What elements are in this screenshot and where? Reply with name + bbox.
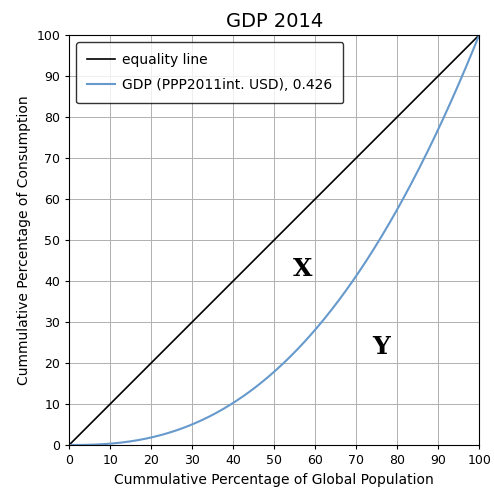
GDP (PPP2011int. USD), 0.426 (247, 388, 253, 394)
GDP (PPP2011int. USD), 0.426 (108, 440, 114, 446)
GDP (PPP2011int. USD), 0.426 (66, 442, 72, 448)
Title: GDP 2014: GDP 2014 (226, 12, 323, 30)
GDP (PPP2011int. USD), 0.426 (232, 398, 238, 404)
GDP (PPP2011int. USD), 0.426 (393, 208, 399, 214)
Y-axis label: Cummulative Percentage of Consumption: Cummulative Percentage of Consumption (17, 95, 31, 385)
Legend: equality line, GDP (PPP2011int. USD), 0.426: equality line, GDP (PPP2011int. USD), 0.… (76, 42, 343, 104)
Text: X: X (293, 256, 313, 280)
GDP (PPP2011int. USD), 0.426 (476, 32, 482, 38)
GDP (PPP2011int. USD), 0.426 (348, 281, 354, 287)
X-axis label: Cummulative Percentage of Global Population: Cummulative Percentage of Global Populat… (114, 472, 434, 486)
GDP (PPP2011int. USD), 0.426 (386, 221, 392, 227)
Line: GDP (PPP2011int. USD), 0.426: GDP (PPP2011int. USD), 0.426 (69, 35, 479, 445)
Text: Y: Y (372, 334, 390, 358)
